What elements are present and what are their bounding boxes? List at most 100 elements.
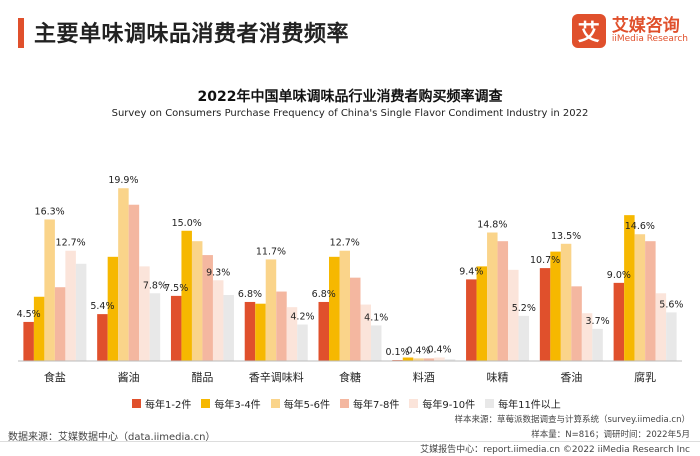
legend-item-1: 每年3-4件 bbox=[201, 396, 261, 411]
legend-label: 每年3-4件 bbox=[214, 400, 261, 411]
data-label: 0.1% bbox=[385, 347, 409, 358]
brand-text: 艾媒咨询 iiMedia Research bbox=[612, 17, 688, 46]
bar-1-1 bbox=[107, 256, 119, 361]
bar-5-4 bbox=[434, 357, 445, 361]
chart-subtitle: Survey on Consumers Purchase Frequency o… bbox=[111, 108, 589, 119]
data-label: 14.6% bbox=[625, 221, 655, 232]
brand-logo-icon: 艾 bbox=[571, 14, 606, 48]
bar-4-2 bbox=[339, 250, 350, 361]
data-label: 5.4% bbox=[90, 301, 114, 312]
data-label: 4.1% bbox=[364, 312, 388, 323]
data-label: 15.0% bbox=[172, 218, 202, 229]
bar-0-5 bbox=[75, 263, 87, 361]
data-label: 5.2% bbox=[512, 303, 536, 314]
legend-item-3: 每年7-8件 bbox=[340, 396, 399, 411]
legend-label: 每年11件以上 bbox=[498, 400, 561, 411]
data-label: 7.8% bbox=[143, 280, 167, 291]
bar-3-4 bbox=[286, 307, 298, 361]
data-label: 9.0% bbox=[607, 270, 631, 281]
bar-7-4 bbox=[581, 313, 593, 361]
bar-2-1 bbox=[181, 230, 192, 361]
data-label: 12.7% bbox=[330, 238, 360, 249]
bar-2-2 bbox=[191, 241, 203, 361]
bar-8-4 bbox=[655, 293, 667, 361]
data-label: 11.7% bbox=[256, 246, 286, 257]
bar-2-5 bbox=[223, 295, 234, 361]
x-tick-label: 食盐 bbox=[44, 370, 66, 384]
legend-swatch bbox=[270, 399, 280, 408]
legend-swatch bbox=[132, 399, 141, 408]
chart-legend: 每年1-2件 每年3-4件 每年5-6件 每年7-8件 每年9-10件 每年11件以上 bbox=[132, 396, 561, 411]
legend-label: 每年1-2件 bbox=[145, 400, 192, 411]
bar-3-0 bbox=[244, 301, 256, 361]
data-label: 12.7% bbox=[56, 238, 86, 249]
data-label: 0.4% bbox=[406, 345, 430, 356]
bar-4-4 bbox=[360, 304, 371, 361]
data-label: 14.8% bbox=[477, 220, 507, 231]
bar-5-1 bbox=[402, 357, 414, 361]
data-label: 0.4% bbox=[427, 345, 451, 356]
bar-7-3 bbox=[571, 286, 582, 361]
data-label: 4.5% bbox=[17, 309, 41, 320]
bar-8-1 bbox=[624, 215, 635, 361]
legend-item-0: 每年1-2件 bbox=[132, 396, 191, 411]
bar-0-2 bbox=[44, 219, 55, 361]
bar-6-0 bbox=[466, 279, 477, 361]
bar-4-5 bbox=[371, 325, 382, 361]
x-tick-label: 酱油 bbox=[118, 370, 140, 384]
bar-8-0 bbox=[613, 282, 625, 361]
bar-5-3 bbox=[423, 358, 435, 361]
legend-item-2: 每年5-6件 bbox=[270, 396, 331, 411]
legend-swatch bbox=[201, 399, 211, 408]
bar-7-5 bbox=[592, 328, 603, 361]
bar-6-2 bbox=[487, 232, 498, 361]
bar-1-4 bbox=[139, 266, 150, 361]
data-label: 10.7% bbox=[530, 255, 560, 266]
bar-4-3 bbox=[350, 277, 361, 361]
legend-item-5: 每年11件以上 bbox=[485, 396, 561, 411]
legend-swatch bbox=[340, 399, 350, 408]
bar-3-1 bbox=[255, 303, 266, 361]
data-source: 数据来源：艾媒数据中心（data.iimedia.cn） bbox=[8, 432, 216, 443]
brand-name-en: iiMedia Research bbox=[611, 34, 688, 45]
bar-7-2 bbox=[560, 243, 572, 361]
legend-label: 每年9-10件 bbox=[422, 400, 476, 411]
legend-label: 每年7-8件 bbox=[353, 400, 400, 411]
sample-size-note: 样本量：N=816；调研时间：2022年5月 bbox=[531, 430, 690, 440]
bar-8-3 bbox=[645, 241, 656, 361]
bar-5-2 bbox=[413, 358, 424, 361]
bar-1-2 bbox=[118, 188, 129, 361]
bar-5-5 bbox=[444, 359, 456, 361]
data-label: 7.5% bbox=[164, 283, 188, 294]
bar-1-3 bbox=[128, 204, 140, 361]
bar-3-3 bbox=[276, 291, 287, 361]
bar-1-5 bbox=[149, 293, 161, 361]
bar-0-3 bbox=[54, 287, 66, 361]
bar-3-2 bbox=[265, 259, 277, 361]
data-label: 6.8% bbox=[312, 289, 336, 300]
data-label: 13.5% bbox=[551, 231, 581, 242]
brand: 艾 艾媒咨询 iiMedia Research bbox=[571, 14, 688, 48]
sample-source-note: 样本来源：草莓派数据调查与计算系统（survey.iimedia.cn） bbox=[454, 415, 690, 425]
x-tick-label: 香辛调味料 bbox=[249, 370, 304, 384]
bar-8-2 bbox=[634, 234, 646, 361]
chart-title: 2022年中国单味调味品行业消费者购买频率调查 bbox=[197, 89, 503, 105]
bar-4-1 bbox=[329, 256, 340, 361]
legend-swatch bbox=[409, 399, 419, 408]
bar-7-0 bbox=[539, 268, 551, 361]
data-label: 4.2% bbox=[290, 312, 314, 323]
x-tick-label: 香油 bbox=[560, 370, 582, 384]
x-tick-label: 腐乳 bbox=[634, 370, 656, 384]
bar-7-1 bbox=[550, 251, 561, 361]
data-label: 5.6% bbox=[659, 299, 683, 310]
legend-label: 每年5-6件 bbox=[283, 400, 331, 411]
x-tick-label: 味精 bbox=[487, 371, 509, 384]
data-label: 16.3% bbox=[35, 206, 65, 217]
bar-6-5 bbox=[518, 315, 530, 361]
x-tick-label: 醋品 bbox=[191, 370, 213, 384]
data-label: 6.8% bbox=[238, 289, 262, 300]
data-label: 9.3% bbox=[206, 267, 230, 278]
data-label: 19.9% bbox=[108, 175, 138, 186]
data-label: 3.7% bbox=[586, 316, 610, 327]
